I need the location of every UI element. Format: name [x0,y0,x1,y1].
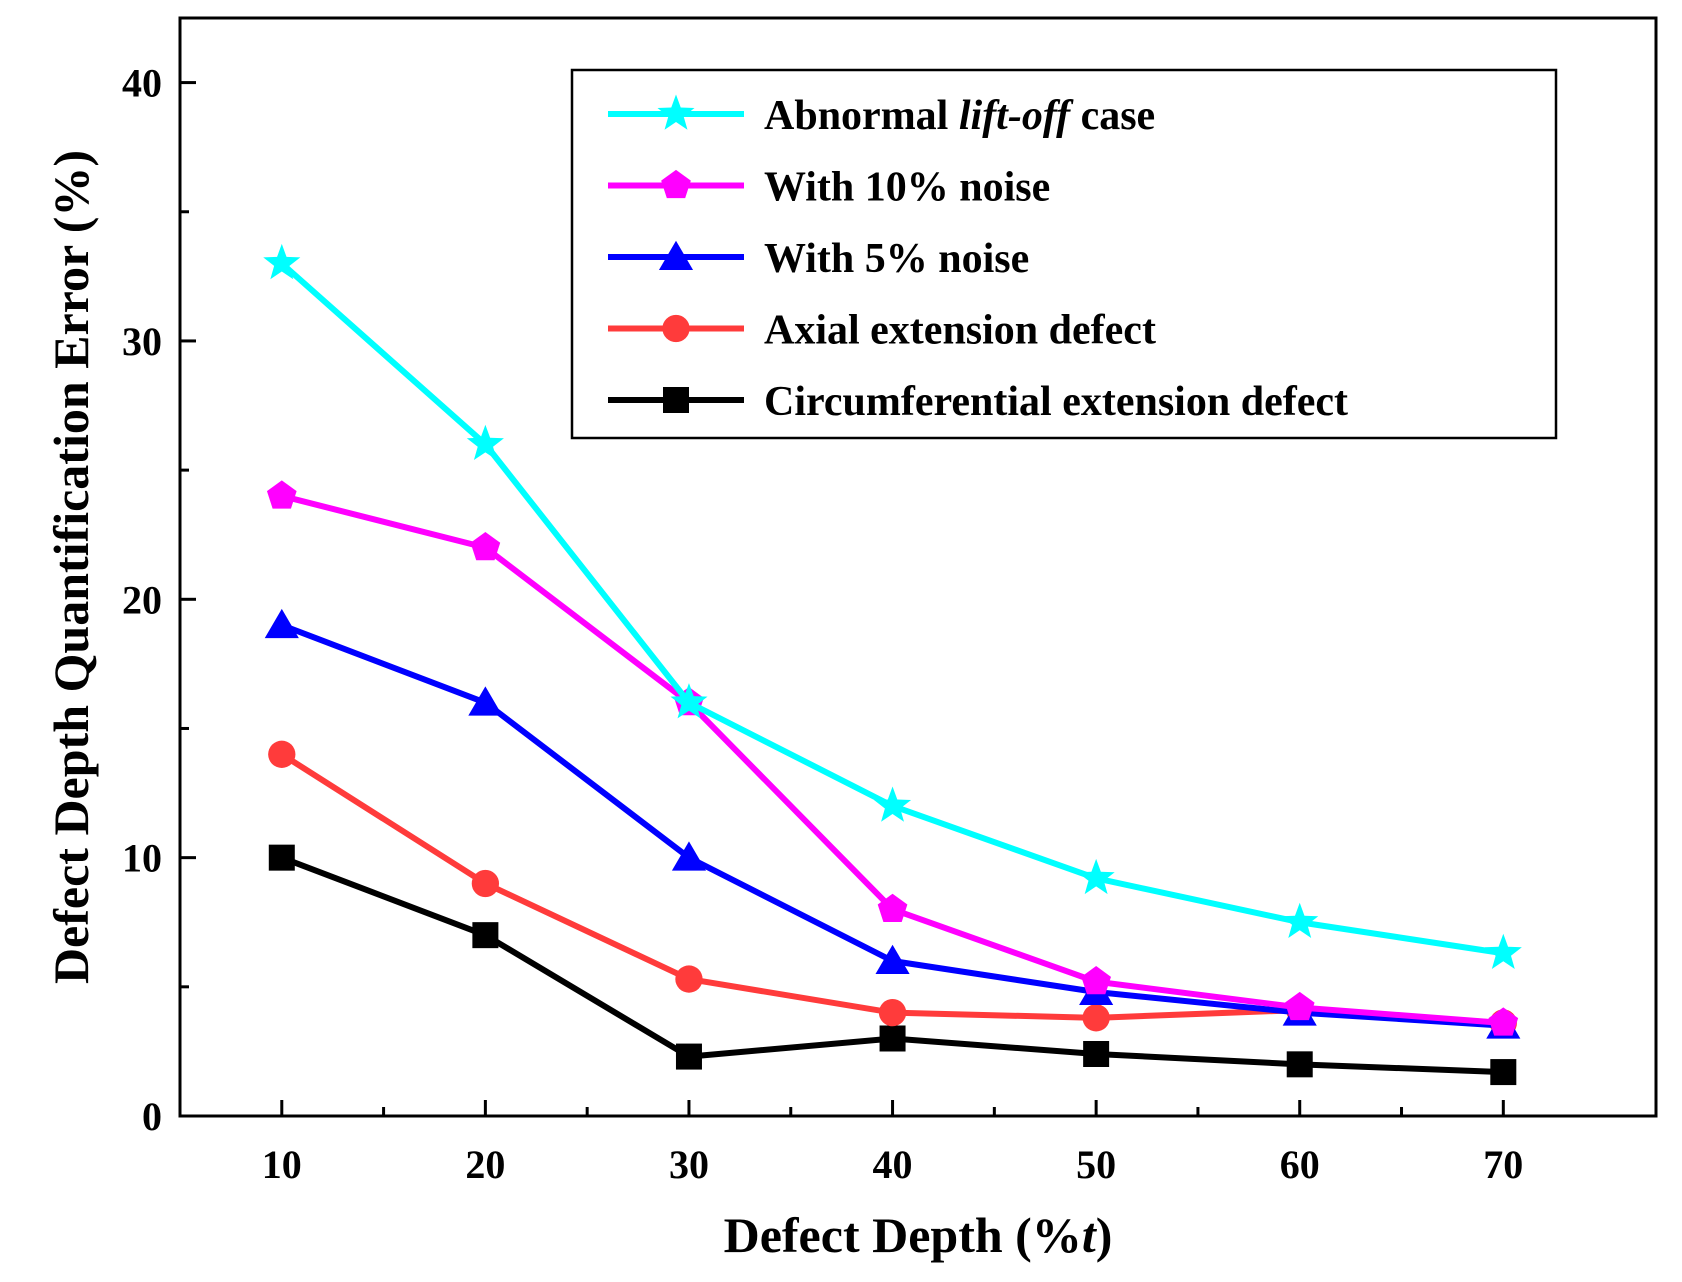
data-point-square [1083,1040,1110,1067]
data-point-star [466,424,504,461]
legend-label-part: Abnormal [764,93,959,139]
data-point-square [268,844,295,871]
data-point-square [472,922,499,949]
x-axis: 10 20 30 40 50 60 70 [262,1100,1523,1187]
data-point-triangle [671,841,707,871]
data-point-square [879,1025,906,1052]
legend-label: Circumferential extension defect [764,379,1348,425]
legend-item: With 10% noise [608,165,1050,211]
legend-item: Circumferential extension defect [608,379,1348,425]
y-tick-label: 40 [122,61,162,106]
data-point-star [670,683,708,719]
data-point-pentagon [1081,966,1111,995]
legend-marker-pentagon [661,169,691,199]
series-line [281,493,1504,1026]
legend-marker-square [663,387,689,413]
x-tick-label: 10 [262,1142,302,1187]
y-tick-label: 30 [122,319,162,364]
x-tick-label: 50 [1076,1142,1116,1187]
data-point-pentagon [877,893,908,922]
series-layer [263,243,1522,1086]
x-tick-label: 20 [465,1142,505,1187]
data-point-circle [268,740,296,768]
data-point-triangle [875,944,910,974]
legend-item: Axial extension defect [608,308,1156,354]
data-point-triangle [264,608,299,639]
data-point-circle [878,999,907,1027]
data-point-pentagon [266,480,297,509]
legend-item: Abnormal lift-off case [608,93,1155,139]
y-axis: 0 10 20 30 40 [122,61,196,1139]
x-tick-label: 30 [669,1142,709,1187]
x-tick-label: 70 [1483,1142,1523,1187]
x-axis-title-italic: t [1082,1207,1098,1263]
data-point-star [1281,902,1319,939]
x-axis-title: Defect Depth (%t) [724,1207,1113,1263]
legend-label: Axial extension defect [764,308,1156,354]
data-point-star [874,786,912,822]
legend-label: With 10% noise [764,165,1050,211]
legend-label-part: lift-off [959,93,1074,139]
x-tick-label: 60 [1280,1142,1320,1187]
series-1 [263,243,1522,970]
y-tick-label: 20 [122,577,162,622]
data-point-pentagon [1284,991,1315,1021]
legend: Abnormal lift-off case With 10% noise With… [570,68,1558,440]
y-tick-label: 10 [122,836,162,881]
x-axis-title-suffix: ) [1096,1207,1113,1263]
series-3 [264,608,1521,1039]
series-4 [268,740,1517,1037]
data-point-pentagon [1488,1007,1519,1036]
data-point-circle [1082,1004,1110,1032]
plot-frame [178,16,1658,1118]
legend-marker-star [657,94,695,130]
legend-marker-triangle [658,240,694,270]
data-point-square [675,1043,702,1070]
x-tick-label: 40 [873,1142,913,1187]
legend-label-part: case [1070,93,1155,139]
legend-items: Abnormal lift-off case With 10% noise With… [608,93,1348,425]
y-tick-label: 0 [142,1094,162,1139]
data-point-star [1484,933,1522,970]
data-point-square [1286,1051,1313,1078]
data-point-triangle [468,686,503,716]
data-point-circle [471,869,500,898]
legend-item: With 5% noise [608,236,1029,282]
data-point-pentagon [470,532,501,561]
data-point-circle [675,965,703,993]
legend-marker-circle [662,314,690,343]
data-point-star [263,243,301,280]
data-point-square [1490,1059,1517,1086]
data-point-star [1077,858,1115,895]
legend-label: With 5% noise [764,236,1029,282]
legend-label: Abnormal lift-off case [764,93,1155,139]
y-axis-title: Defect Depth Quantification Error (%) [43,150,99,984]
series-5 [268,844,1517,1086]
x-axis-title-prefix: Defect Depth (% [724,1207,1082,1263]
